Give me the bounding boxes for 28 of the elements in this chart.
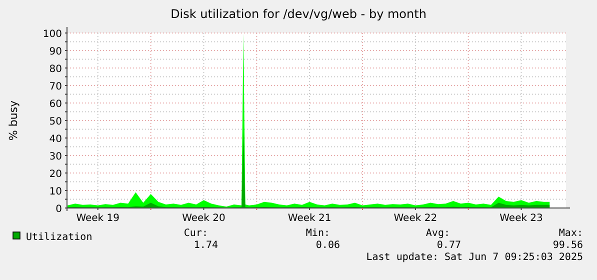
y-tick-label: 80 [49,64,62,75]
x-tick-label: Week 20 [182,213,226,224]
y-tick-label: 0 [56,204,62,215]
y-tick-label: 20 [49,169,62,180]
y-tick-label: 40 [49,134,62,145]
y-tick-label: 30 [49,152,62,162]
text: Max: [558,228,583,239]
text: 0.06 [316,240,340,251]
text: Avg: [426,228,450,239]
x-tick-label: Week 22 [394,213,438,224]
y-tick-label: 100 [42,29,62,40]
x-tick-label: Week 21 [288,213,332,224]
x-tick-label: Week 23 [500,213,543,224]
y-tick-label: 60 [49,99,62,110]
y-tick-label: 10 [49,186,62,198]
text: Last update: Sat Jun 7 09:25:03 2025 [366,252,583,263]
text: Cur: [184,228,208,239]
text: Min: [306,228,330,239]
text: 1.74 [194,240,218,251]
legend-label: Utilization [26,232,92,243]
chart-title: Disk utilization for /dev/vg/web - by month [170,7,426,21]
text: 99.56 [552,240,583,251]
y-tick-label: 50 [49,116,62,128]
y-tick-label: 90 [49,46,62,58]
y-tick-label: 70 [49,82,62,92]
x-tick-label: Week 19 [76,213,120,224]
text: 0.77 [436,240,461,251]
y-axis-title: % busy [7,100,20,141]
